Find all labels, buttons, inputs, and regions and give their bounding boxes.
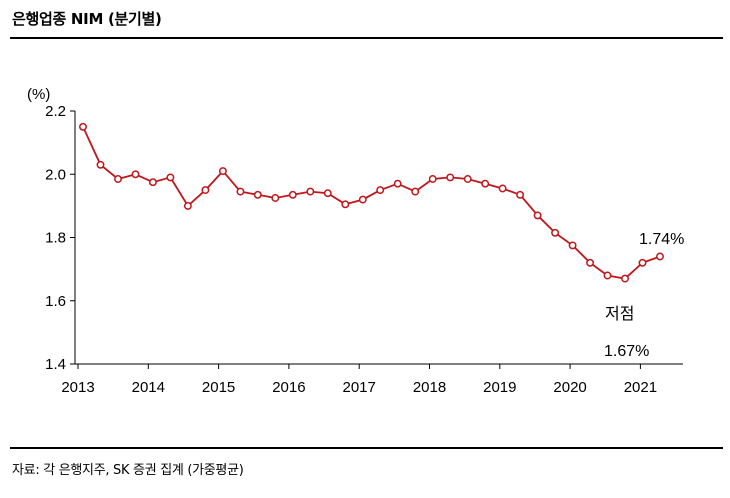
y-tick-label: 1.6 [45, 293, 66, 310]
x-tick-label: 2014 [132, 379, 165, 396]
x-tick-label: 2020 [553, 379, 586, 396]
data-point [166, 173, 175, 182]
data-point [446, 173, 455, 182]
data-point [411, 187, 420, 196]
data-point [621, 274, 629, 283]
y-axis-ticks: 1.4 1.6 1.8 2.0 2.2 [45, 103, 75, 373]
data-point [131, 170, 140, 179]
y-tick-label: 2.0 [45, 166, 66, 183]
data-point [568, 241, 577, 250]
data-point [201, 186, 210, 195]
x-tick-label: 2015 [202, 379, 235, 396]
chart-title: 은행업종 NIM (분기별) [12, 10, 162, 28]
x-axis-ticks: 2013 2014 2015 2016 2017 2018 2019 2020 2021 [61, 364, 657, 396]
last-value-annotation: 1.74% [639, 231, 684, 248]
data-point [463, 175, 472, 183]
data-point [603, 271, 612, 280]
y-tick-label: 1.4 [45, 356, 66, 373]
data-point [306, 187, 315, 196]
data-point [288, 190, 297, 199]
x-tick-label: 2017 [343, 379, 376, 396]
data-point [428, 175, 437, 183]
data-point [358, 195, 367, 204]
data-point [236, 187, 245, 196]
x-tick-label: 2018 [413, 379, 446, 396]
y-tick-label: 1.8 [45, 230, 66, 247]
data-point [376, 186, 385, 195]
footer-divider [10, 447, 723, 449]
data-point [393, 179, 402, 188]
x-tick-label: 2016 [272, 379, 305, 396]
data-point [183, 201, 192, 210]
data-point [551, 228, 560, 237]
y-axis-unit-label: (%) [27, 86, 50, 103]
data-point [79, 122, 87, 131]
data-point [323, 189, 332, 198]
x-tick-label: 2019 [483, 379, 516, 396]
data-point [114, 175, 122, 183]
x-tick-label: 2013 [61, 379, 94, 396]
data-point [96, 160, 105, 169]
title-divider [10, 37, 723, 39]
data-point [341, 200, 350, 209]
source-note: 자료: 각 은행지주, SK 증권 집계 (가중평균) [12, 463, 244, 478]
data-point [481, 179, 490, 188]
data-point [638, 258, 647, 267]
y-tick-label: 2.2 [45, 103, 66, 120]
data-point [148, 178, 157, 187]
data-point [218, 167, 227, 176]
nim-data-points [79, 122, 664, 283]
data-point [253, 190, 262, 199]
low-point-value: 1.67% [604, 343, 649, 360]
data-point [656, 252, 664, 261]
data-point [586, 258, 595, 267]
data-point [533, 211, 542, 220]
x-tick-label: 2021 [624, 379, 657, 396]
data-point [516, 190, 525, 199]
data-point [498, 184, 507, 193]
nim-series-line [82, 126, 661, 280]
low-point-title: 저점 [605, 305, 634, 323]
data-point [271, 194, 280, 202]
